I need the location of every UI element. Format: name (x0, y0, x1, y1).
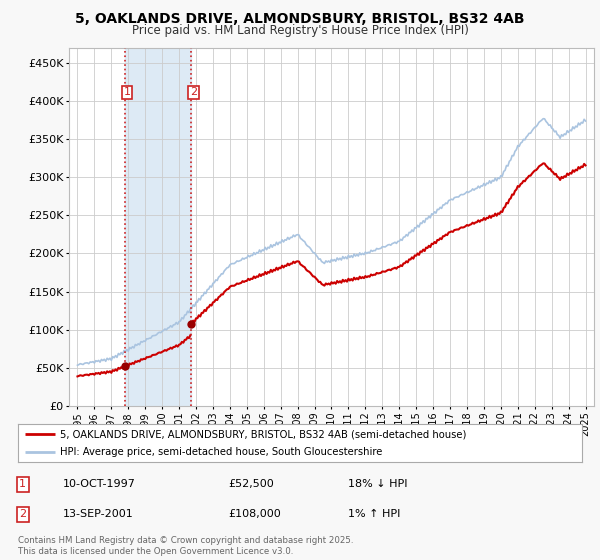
Text: 2: 2 (190, 87, 197, 97)
Text: 5, OAKLANDS DRIVE, ALMONDSBURY, BRISTOL, BS32 4AB: 5, OAKLANDS DRIVE, ALMONDSBURY, BRISTOL,… (75, 12, 525, 26)
Text: 1: 1 (124, 87, 131, 97)
Text: HPI: Average price, semi-detached house, South Gloucestershire: HPI: Average price, semi-detached house,… (60, 447, 383, 457)
Text: 1: 1 (19, 479, 26, 489)
Text: Contains HM Land Registry data © Crown copyright and database right 2025.
This d: Contains HM Land Registry data © Crown c… (18, 536, 353, 556)
Text: 2: 2 (19, 509, 26, 519)
Text: 10-OCT-1997: 10-OCT-1997 (63, 479, 136, 489)
Text: £52,500: £52,500 (228, 479, 274, 489)
Text: Price paid vs. HM Land Registry's House Price Index (HPI): Price paid vs. HM Land Registry's House … (131, 24, 469, 36)
Text: 13-SEP-2001: 13-SEP-2001 (63, 509, 134, 519)
Text: £108,000: £108,000 (228, 509, 281, 519)
Text: 1% ↑ HPI: 1% ↑ HPI (348, 509, 400, 519)
Text: 18% ↓ HPI: 18% ↓ HPI (348, 479, 407, 489)
Text: 5, OAKLANDS DRIVE, ALMONDSBURY, BRISTOL, BS32 4AB (semi-detached house): 5, OAKLANDS DRIVE, ALMONDSBURY, BRISTOL,… (60, 429, 467, 439)
Bar (125, 48, 191, 406)
